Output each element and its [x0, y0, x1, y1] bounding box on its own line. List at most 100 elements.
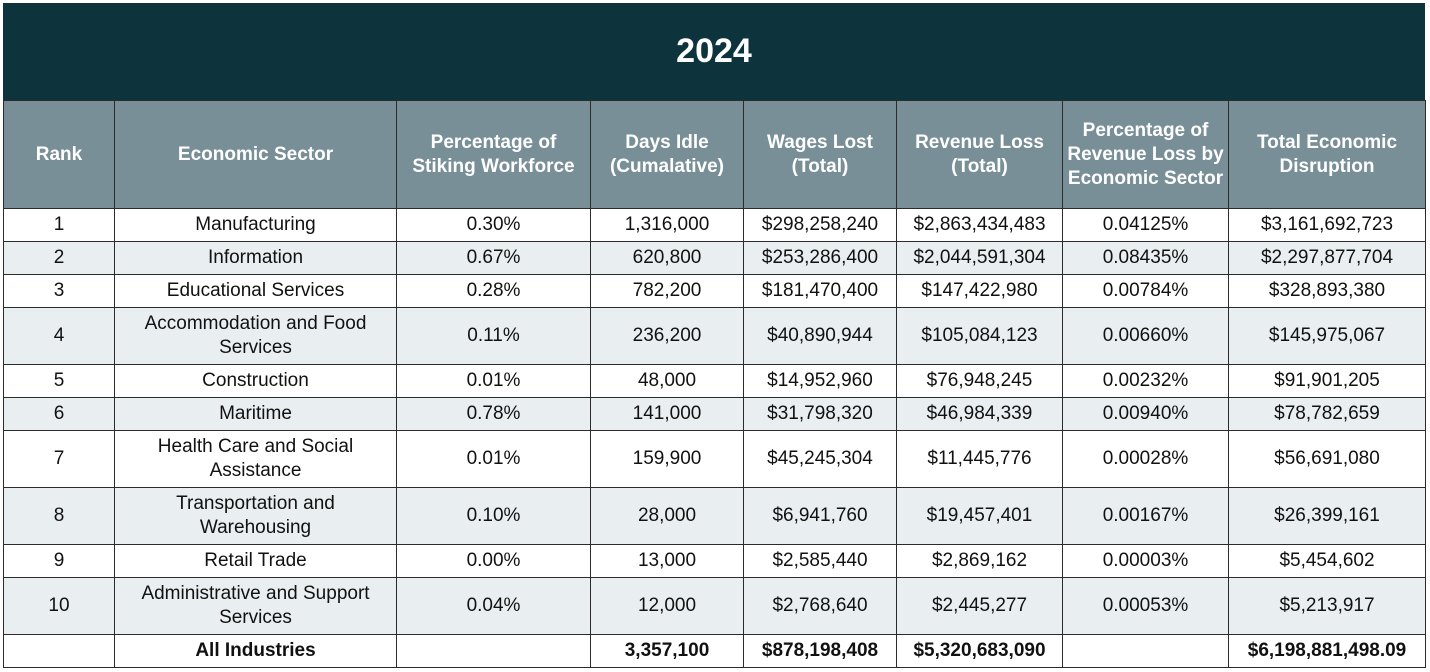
- cell-sector: Retail Trade: [114, 544, 397, 578]
- cell-wages-lost: $253,286,400: [743, 241, 897, 275]
- cell-pct-workforce: 0.01%: [396, 430, 591, 488]
- cell-total: $56,691,080: [1228, 430, 1426, 488]
- cell-sector: Health Care and Social Assistance: [114, 430, 397, 488]
- cell-wages-lost: $31,798,320: [743, 397, 897, 431]
- cell-revenue-loss: $147,422,980: [896, 274, 1063, 308]
- cell-revenue-loss: $2,863,434,483: [896, 208, 1063, 242]
- header-rank: Rank: [3, 100, 115, 209]
- table-row: 3 Educational Services 0.28% 782,200 $18…: [3, 274, 1426, 308]
- cell-sector: Administrative and Support Services: [114, 577, 397, 635]
- total-cell-rank: [3, 634, 115, 668]
- table-row: 10 Administrative and Support Services 0…: [3, 577, 1426, 635]
- cell-sector: Transportation and Warehousing: [114, 487, 397, 545]
- cell-wages-lost: $14,952,960: [743, 364, 897, 398]
- cell-sector: Information: [114, 241, 397, 275]
- total-cell-pct-revenue: [1062, 634, 1229, 668]
- cell-rank: 6: [3, 397, 115, 431]
- cell-pct-revenue: 0.00660%: [1062, 307, 1229, 365]
- cell-rank: 10: [3, 577, 115, 635]
- cell-days-idle: 28,000: [590, 487, 744, 545]
- economic-disruption-table: Rank Economic Sector Percentage of Stiki…: [3, 100, 1426, 668]
- data-table-container: 2024 Rank Economic Sector Percentage of …: [3, 3, 1426, 668]
- cell-revenue-loss: $19,457,401: [896, 487, 1063, 545]
- cell-pct-workforce: 0.28%: [396, 274, 591, 308]
- cell-total: $145,975,067: [1228, 307, 1426, 365]
- cell-rank: 4: [3, 307, 115, 365]
- header-economic-sector: Economic Sector: [114, 100, 397, 209]
- cell-pct-revenue: 0.00003%: [1062, 544, 1229, 578]
- table-row: 7 Health Care and Social Assistance 0.01…: [3, 430, 1426, 488]
- table-row: 1 Manufacturing 0.30% 1,316,000 $298,258…: [3, 208, 1426, 242]
- header-wages-lost: Wages Lost (Total): [743, 100, 897, 209]
- cell-rank: 2: [3, 241, 115, 275]
- cell-days-idle: 141,000: [590, 397, 744, 431]
- cell-sector: Educational Services: [114, 274, 397, 308]
- cell-sector: Accommodation and Food Services: [114, 307, 397, 365]
- cell-days-idle: 236,200: [590, 307, 744, 365]
- cell-revenue-loss: $2,445,277: [896, 577, 1063, 635]
- table-row: 5 Construction 0.01% 48,000 $14,952,960 …: [3, 364, 1426, 398]
- cell-revenue-loss: $105,084,123: [896, 307, 1063, 365]
- cell-revenue-loss: $2,869,162: [896, 544, 1063, 578]
- cell-pct-workforce: 0.30%: [396, 208, 591, 242]
- cell-days-idle: 782,200: [590, 274, 744, 308]
- header-revenue-loss: Revenue Loss (Total): [896, 100, 1063, 209]
- header-percentage-revenue-loss: Percentage of Revenue Loss by Economic S…: [1062, 100, 1229, 209]
- cell-rank: 7: [3, 430, 115, 488]
- total-cell-days-idle: 3,357,100: [590, 634, 744, 668]
- cell-days-idle: 13,000: [590, 544, 744, 578]
- cell-sector: Maritime: [114, 397, 397, 431]
- cell-pct-workforce: 0.10%: [396, 487, 591, 545]
- cell-revenue-loss: $76,948,245: [896, 364, 1063, 398]
- cell-sector: Manufacturing: [114, 208, 397, 242]
- cell-days-idle: 1,316,000: [590, 208, 744, 242]
- cell-revenue-loss: $11,445,776: [896, 430, 1063, 488]
- cell-pct-workforce: 0.67%: [396, 241, 591, 275]
- cell-pct-revenue: 0.00053%: [1062, 577, 1229, 635]
- cell-revenue-loss: $2,044,591,304: [896, 241, 1063, 275]
- cell-total: $2,297,877,704: [1228, 241, 1426, 275]
- total-cell-wages-lost: $878,198,408: [743, 634, 897, 668]
- cell-rank: 5: [3, 364, 115, 398]
- total-cell-pct-workforce: [396, 634, 591, 668]
- header-percentage-striking-workforce: Percentage of Stiking Workforce: [396, 100, 591, 209]
- cell-pct-workforce: 0.04%: [396, 577, 591, 635]
- table-row: 4 Accommodation and Food Services 0.11% …: [3, 307, 1426, 365]
- cell-wages-lost: $2,585,440: [743, 544, 897, 578]
- table-title: 2024: [3, 3, 1425, 100]
- cell-pct-revenue: 0.04125%: [1062, 208, 1229, 242]
- cell-total: $5,213,917: [1228, 577, 1426, 635]
- cell-days-idle: 620,800: [590, 241, 744, 275]
- cell-rank: 8: [3, 487, 115, 545]
- cell-days-idle: 159,900: [590, 430, 744, 488]
- cell-pct-revenue: 0.00784%: [1062, 274, 1229, 308]
- cell-pct-workforce: 0.01%: [396, 364, 591, 398]
- cell-wages-lost: $181,470,400: [743, 274, 897, 308]
- cell-pct-revenue: 0.00940%: [1062, 397, 1229, 431]
- table-row: 6 Maritime 0.78% 141,000 $31,798,320 $46…: [3, 397, 1426, 431]
- cell-wages-lost: $2,768,640: [743, 577, 897, 635]
- cell-wages-lost: $45,245,304: [743, 430, 897, 488]
- cell-total: $91,901,205: [1228, 364, 1426, 398]
- total-cell-revenue-loss: $5,320,683,090: [896, 634, 1063, 668]
- cell-sector: Construction: [114, 364, 397, 398]
- cell-pct-workforce: 0.00%: [396, 544, 591, 578]
- cell-total: $3,161,692,723: [1228, 208, 1426, 242]
- cell-rank: 9: [3, 544, 115, 578]
- table-row: 2 Information 0.67% 620,800 $253,286,400…: [3, 241, 1426, 275]
- cell-pct-revenue: 0.00028%: [1062, 430, 1229, 488]
- cell-total: $26,399,161: [1228, 487, 1426, 545]
- cell-pct-revenue: 0.00232%: [1062, 364, 1229, 398]
- cell-revenue-loss: $46,984,339: [896, 397, 1063, 431]
- total-cell-total: $6,198,881,498.09: [1228, 634, 1426, 668]
- cell-total: $328,893,380: [1228, 274, 1426, 308]
- cell-pct-revenue: 0.00167%: [1062, 487, 1229, 545]
- cell-pct-revenue: 0.08435%: [1062, 241, 1229, 275]
- cell-wages-lost: $298,258,240: [743, 208, 897, 242]
- cell-days-idle: 12,000: [590, 577, 744, 635]
- header-total-economic-disruption: Total Economic Disruption: [1228, 100, 1426, 209]
- cell-total: $78,782,659: [1228, 397, 1426, 431]
- cell-pct-workforce: 0.11%: [396, 307, 591, 365]
- cell-rank: 1: [3, 208, 115, 242]
- cell-rank: 3: [3, 274, 115, 308]
